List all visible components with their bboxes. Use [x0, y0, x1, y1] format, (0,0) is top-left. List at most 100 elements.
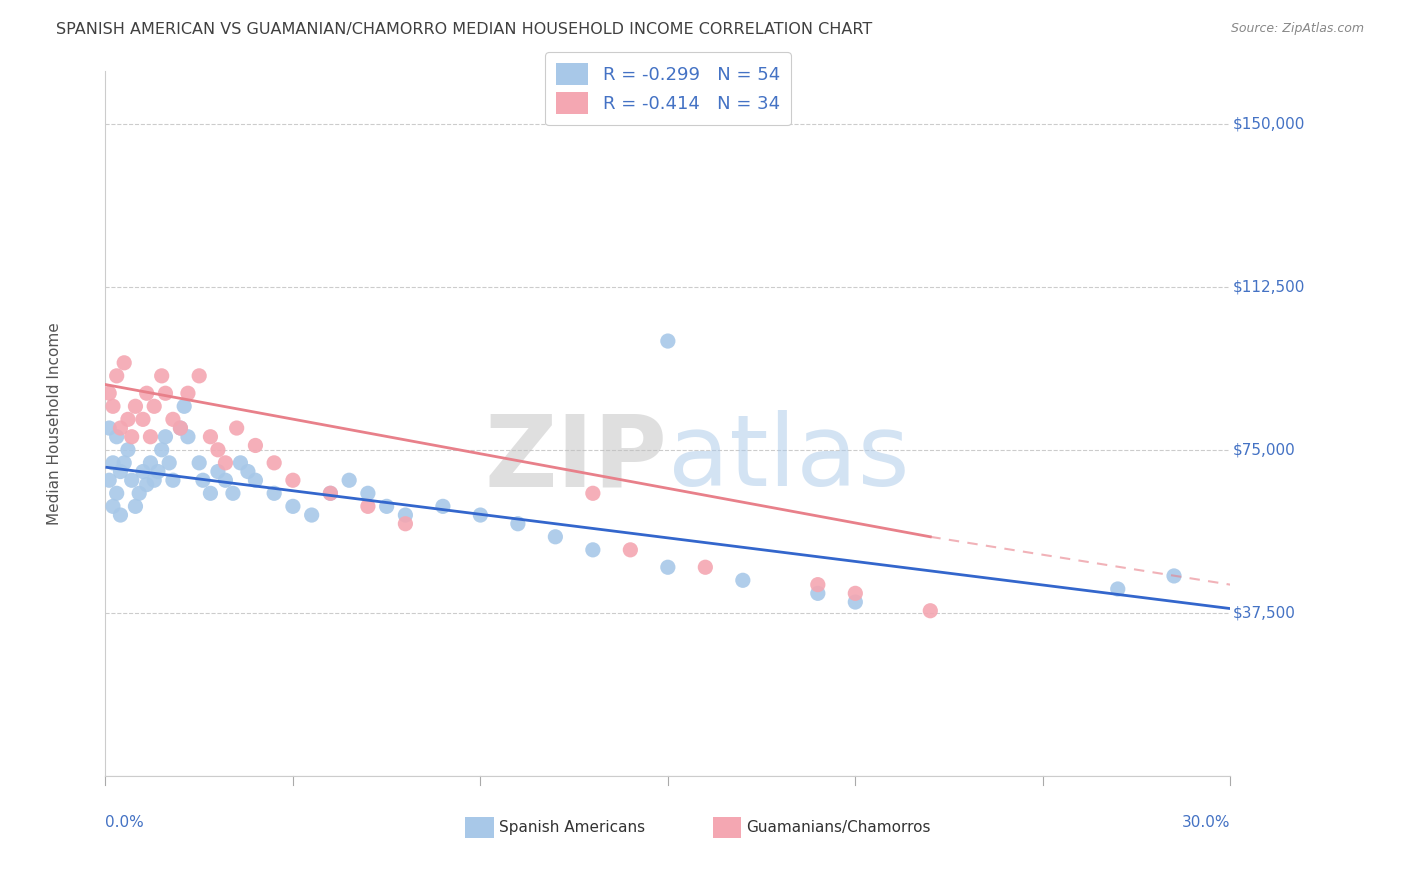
Point: [162, 473, 184, 487]
Point: [191, 473, 214, 487]
Point: [112, 356, 135, 370]
Point: [1107, 582, 1129, 596]
Point: [394, 516, 416, 531]
Bar: [713, 817, 741, 838]
Point: [375, 500, 398, 514]
Point: [506, 516, 529, 531]
Point: [110, 508, 132, 522]
Point: [263, 486, 285, 500]
Point: [135, 386, 157, 401]
Point: [225, 421, 247, 435]
Point: [128, 486, 150, 500]
Point: [110, 465, 132, 479]
Text: $150,000: $150,000: [1233, 116, 1305, 131]
Point: [357, 486, 380, 500]
Point: [470, 508, 492, 522]
Point: [188, 368, 211, 383]
Point: [135, 477, 157, 491]
Text: 0.0%: 0.0%: [105, 814, 145, 830]
Text: Median Household Income: Median Household Income: [48, 322, 62, 525]
Point: [117, 412, 139, 426]
Point: [162, 412, 184, 426]
Point: [807, 586, 830, 600]
Point: [143, 399, 166, 413]
Point: [139, 456, 162, 470]
Point: [110, 421, 132, 435]
Point: [582, 486, 605, 500]
Point: [132, 412, 155, 426]
Point: [357, 500, 380, 514]
Text: atlas: atlas: [668, 410, 910, 508]
Point: [214, 473, 236, 487]
Point: [124, 500, 146, 514]
Point: [105, 430, 128, 444]
Point: [173, 399, 195, 413]
Text: SPANISH AMERICAN VS GUAMANIAN/CHAMORRO MEDIAN HOUSEHOLD INCOME CORRELATION CHART: SPANISH AMERICAN VS GUAMANIAN/CHAMORRO M…: [56, 22, 873, 37]
Point: [112, 456, 135, 470]
Text: $37,500: $37,500: [1233, 606, 1295, 621]
Point: [124, 399, 146, 413]
Point: [177, 430, 200, 444]
Point: [807, 577, 830, 591]
Point: [117, 442, 139, 457]
Point: [200, 486, 222, 500]
Point: [98, 421, 121, 435]
Point: [281, 500, 304, 514]
Point: [98, 386, 121, 401]
Point: [582, 542, 605, 557]
Point: [105, 368, 128, 383]
Point: [150, 368, 173, 383]
Point: [139, 430, 162, 444]
Text: Source: ZipAtlas.com: Source: ZipAtlas.com: [1230, 22, 1364, 36]
Point: [319, 486, 342, 500]
Point: [101, 399, 124, 413]
Text: Spanish Americans: Spanish Americans: [499, 820, 645, 835]
Point: [98, 473, 121, 487]
Point: [1163, 569, 1185, 583]
Point: [169, 421, 191, 435]
Point: [236, 465, 259, 479]
Point: [844, 586, 866, 600]
Point: [281, 473, 304, 487]
Point: [394, 508, 416, 522]
Point: [337, 473, 360, 487]
Point: [101, 500, 124, 514]
Point: [169, 421, 191, 435]
Point: [844, 595, 866, 609]
Text: ZIP: ZIP: [485, 410, 668, 508]
Point: [150, 442, 173, 457]
Point: [229, 456, 252, 470]
Point: [301, 508, 323, 522]
Point: [619, 542, 641, 557]
Point: [657, 560, 679, 574]
Point: [121, 473, 143, 487]
Point: [222, 486, 245, 500]
Point: [121, 430, 143, 444]
Point: [157, 456, 180, 470]
Point: [432, 500, 454, 514]
Point: [207, 442, 229, 457]
Text: 30.0%: 30.0%: [1182, 814, 1230, 830]
Text: Guamanians/Chamorros: Guamanians/Chamorros: [747, 820, 931, 835]
Point: [146, 465, 169, 479]
Text: $112,500: $112,500: [1233, 279, 1305, 294]
Point: [214, 456, 236, 470]
Text: $75,000: $75,000: [1233, 442, 1295, 458]
Point: [245, 473, 267, 487]
Point: [177, 386, 200, 401]
Point: [544, 530, 567, 544]
Bar: [465, 817, 494, 838]
Point: [200, 430, 222, 444]
Point: [319, 486, 342, 500]
Point: [155, 386, 177, 401]
Point: [207, 465, 229, 479]
Point: [101, 456, 124, 470]
Point: [188, 456, 211, 470]
Point: [263, 456, 285, 470]
Point: [731, 574, 754, 588]
Point: [105, 486, 128, 500]
Legend: R = -0.299   N = 54, R = -0.414   N = 34: R = -0.299 N = 54, R = -0.414 N = 34: [546, 53, 790, 125]
Point: [155, 430, 177, 444]
Point: [245, 438, 267, 452]
Point: [657, 334, 679, 348]
